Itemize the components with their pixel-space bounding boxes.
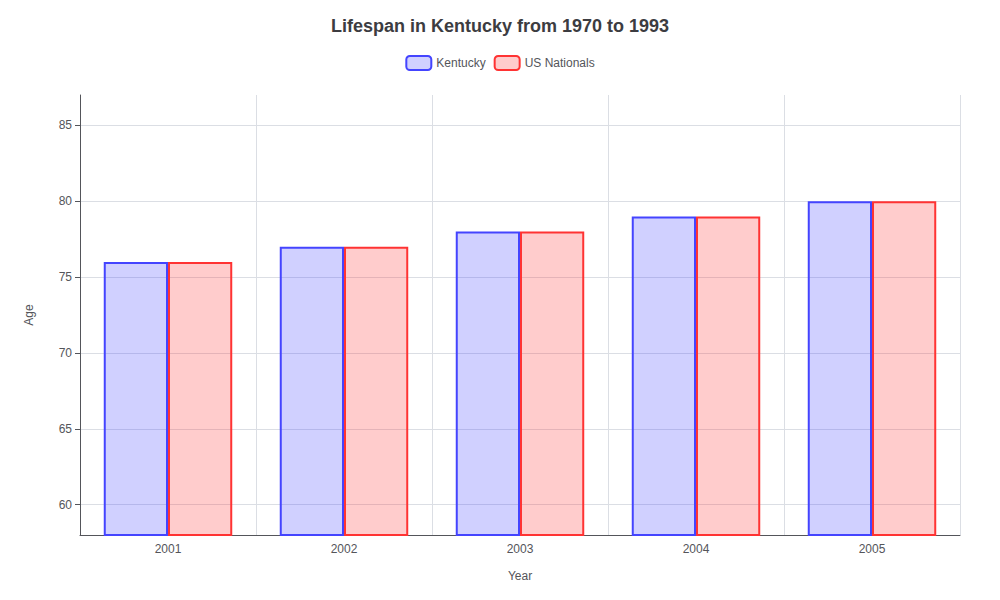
svg-text:70: 70	[59, 346, 73, 360]
svg-text:65: 65	[59, 422, 73, 436]
svg-text:80: 80	[59, 194, 73, 208]
svg-text:2002: 2002	[331, 542, 358, 556]
svg-text:Kentucky: Kentucky	[436, 56, 485, 70]
svg-text:2001: 2001	[155, 542, 182, 556]
svg-text:2004: 2004	[683, 542, 710, 556]
svg-text:85: 85	[59, 118, 73, 132]
svg-text:Lifespan in Kentucky from 1970: Lifespan in Kentucky from 1970 to 1993	[331, 16, 669, 36]
svg-text:60: 60	[59, 498, 73, 512]
svg-text:75: 75	[59, 270, 73, 284]
svg-text:Year: Year	[508, 569, 532, 583]
svg-text:2003: 2003	[507, 542, 534, 556]
svg-text:US Nationals: US Nationals	[525, 56, 595, 70]
svg-text:2005: 2005	[859, 542, 886, 556]
svg-text:Age: Age	[22, 304, 36, 326]
